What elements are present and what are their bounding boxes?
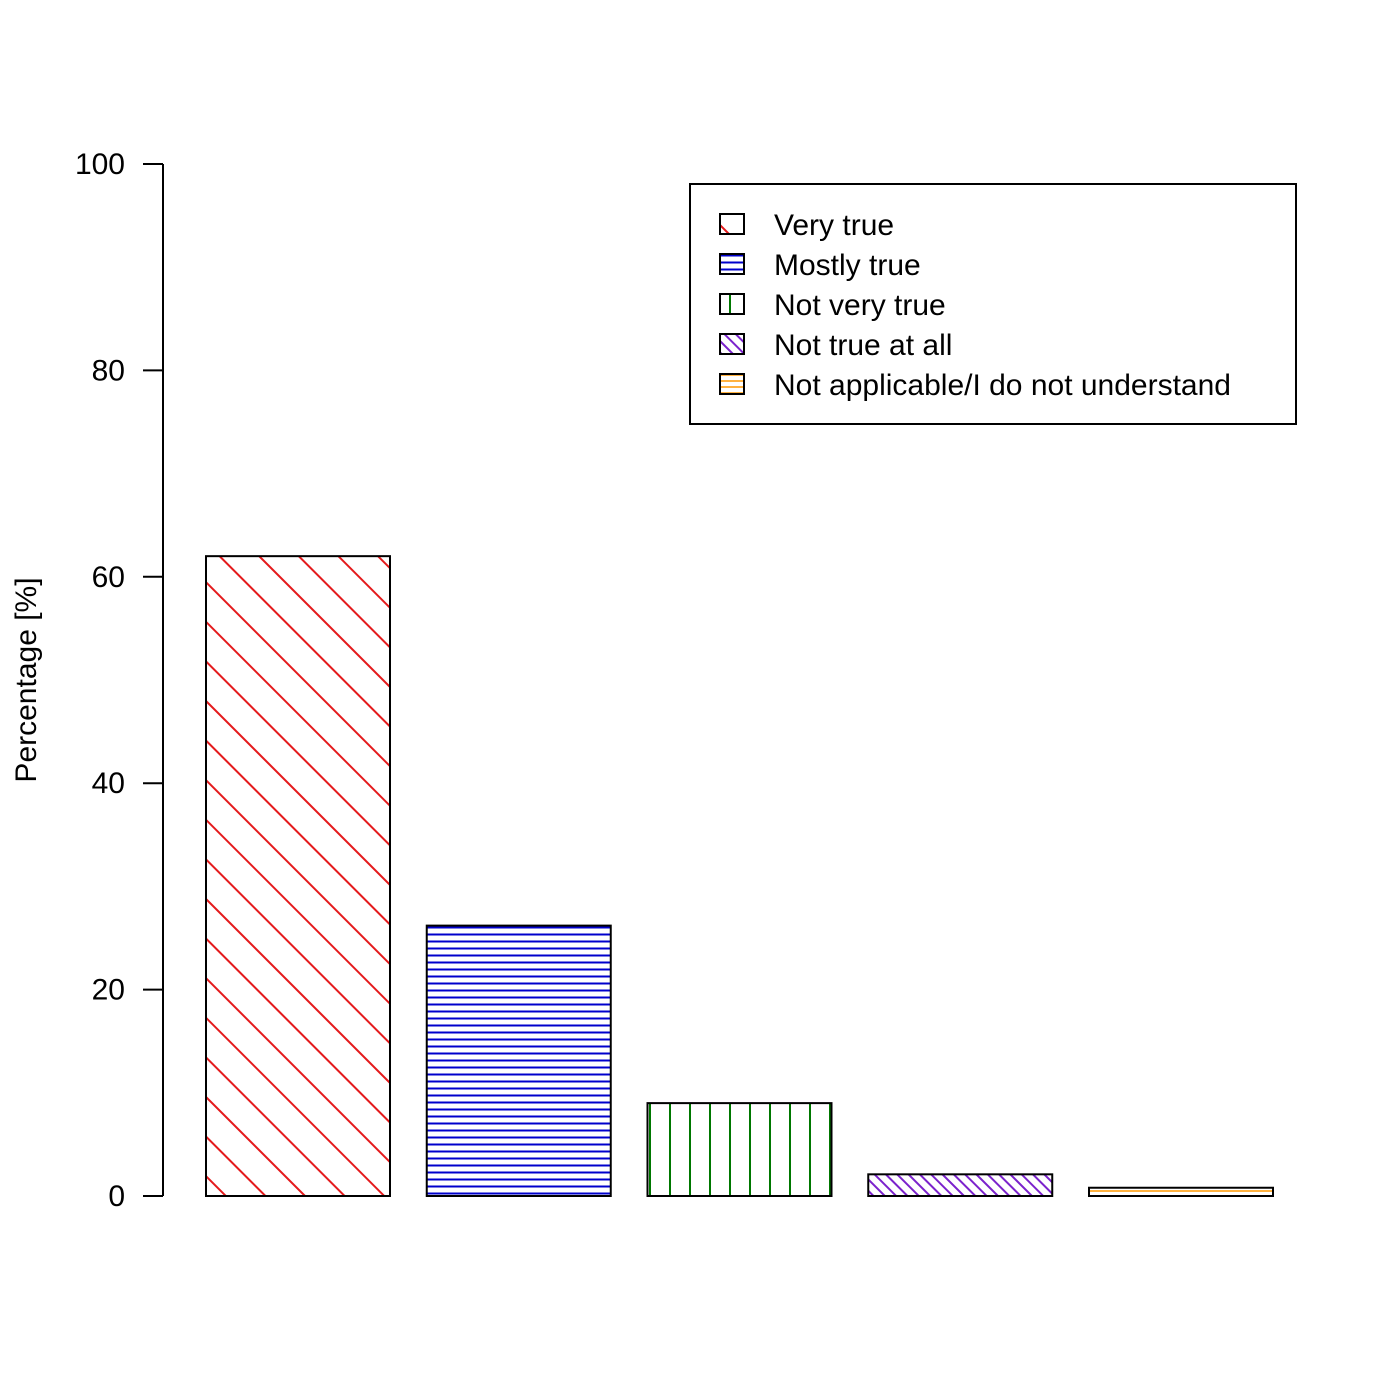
bar-not-applicable-i-do-not-understand xyxy=(1088,1186,1274,1198)
y-tick-label: 80 xyxy=(92,354,125,387)
bars xyxy=(205,555,1274,1198)
legend-label: Mostly true xyxy=(774,249,921,282)
y-tick-label: 20 xyxy=(92,974,125,1007)
bar-not-true-at-all xyxy=(867,1173,1054,1198)
y-tick-label: 60 xyxy=(92,561,125,594)
legend-swatch xyxy=(719,333,745,355)
legend-label: Not true at all xyxy=(774,329,952,362)
legend: Very true Mostly true Not very true Not tru… xyxy=(689,183,1297,425)
legend-label: Not very true xyxy=(774,289,946,322)
legend-swatch xyxy=(719,373,745,395)
legend-label: Not applicable/I do not understand xyxy=(774,369,1231,402)
bar-mostly-true xyxy=(425,924,612,1198)
legend-label: Very true xyxy=(774,209,894,242)
y-axis-title: Percentage [%] xyxy=(10,577,43,782)
legend-box xyxy=(689,183,1297,425)
bar-not-very-true xyxy=(646,1102,833,1197)
legend-swatch xyxy=(719,213,745,235)
y-tick-label: 100 xyxy=(75,148,125,181)
bar-very-true xyxy=(205,555,391,1197)
y-axis: 0 20 40 60 80 100 xyxy=(75,148,164,1213)
y-tick-label: 40 xyxy=(92,767,125,800)
legend-swatch xyxy=(719,253,745,275)
y-tick-label: 0 xyxy=(108,1180,125,1213)
legend-swatch xyxy=(719,293,745,315)
